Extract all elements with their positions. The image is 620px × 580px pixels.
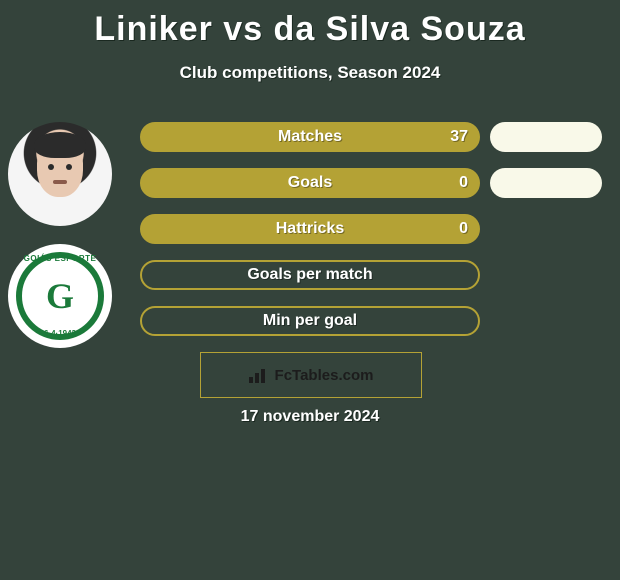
pill-spacer [490, 306, 602, 352]
player1-club-badge: GOIÁS ESPORTE G 6·4·1943 [8, 244, 112, 348]
stat-row-goals: Goals0 [140, 168, 480, 198]
avatar-eye-right [66, 164, 72, 170]
stat-value-p1: 0 [459, 170, 468, 196]
stat-label: Goals [142, 170, 478, 196]
stat-pill-p2 [490, 122, 602, 152]
stat-value-p1: 37 [450, 124, 468, 150]
stat-row-min-per-goal: Min per goal [140, 306, 480, 336]
pill-spacer [490, 214, 602, 260]
brand-footer[interactable]: FcTables.com [200, 352, 422, 398]
page-title: Liniker vs da Silva Souza [0, 0, 620, 49]
stats-rows: Matches37Goals0Hattricks0Goals per match… [140, 122, 480, 352]
player1-column: GOIÁS ESPORTE G 6·4·1943 [8, 122, 118, 348]
stat-label: Hattricks [142, 216, 478, 242]
stat-row-hattricks: Hattricks0 [140, 214, 480, 244]
brand-text: FcTables.com [275, 367, 374, 384]
player1-avatar [8, 122, 112, 226]
club-badge-bottom-text: 6·4·1943 [8, 329, 112, 338]
club-badge-letter: G [36, 272, 84, 320]
stat-row-matches: Matches37 [140, 122, 480, 152]
page-subtitle: Club competitions, Season 2024 [0, 63, 620, 83]
bar-chart-icon [249, 367, 269, 383]
stat-row-goals-per-match: Goals per match [140, 260, 480, 290]
club-badge-top-text: GOIÁS ESPORTE [8, 254, 112, 263]
stat-label: Goals per match [142, 262, 478, 288]
avatar-eye-left [48, 164, 54, 170]
stat-pill-p2 [490, 168, 602, 198]
date-line: 17 november 2024 [0, 408, 620, 426]
stat-label: Matches [142, 124, 478, 150]
avatar-mouth [53, 180, 67, 184]
player2-pills [490, 122, 602, 352]
pill-spacer [490, 260, 602, 306]
stat-label: Min per goal [142, 308, 478, 334]
stat-value-p1: 0 [459, 216, 468, 242]
